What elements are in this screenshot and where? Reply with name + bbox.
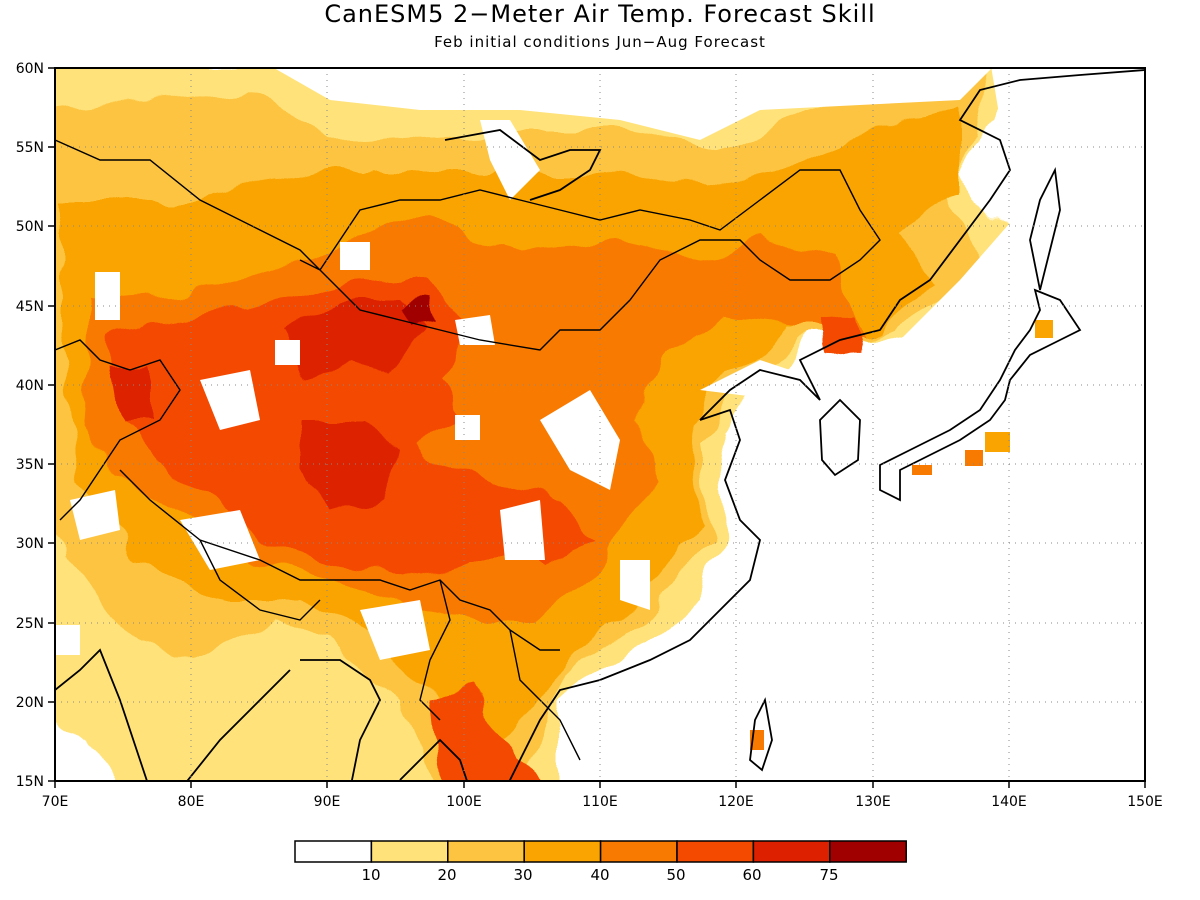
colorbar-swatch — [676, 840, 755, 863]
lat-tick-label: 30N — [16, 536, 44, 552]
lat-tick-label: 45N — [16, 299, 44, 315]
skill-cell-honshu — [985, 432, 1010, 452]
colorbar-label: 20 — [437, 866, 456, 884]
lon-tick-labels: 70E 80E 90E 100E 110E 120E 130E 140E 150… — [42, 794, 1163, 810]
country-borders — [55, 139, 881, 761]
colorbar-swatch — [447, 840, 525, 863]
lon-tick-label: 140E — [991, 794, 1027, 810]
colorbar-label: 60 — [742, 866, 761, 884]
lat-tick-label: 50N — [16, 219, 44, 235]
lon-tick-label: 80E — [178, 794, 205, 810]
skill-field — [55, 68, 1145, 781]
colorbar-label: 50 — [666, 866, 685, 884]
coastlines — [55, 69, 1145, 781]
lon-tick-label: 100E — [446, 794, 482, 810]
skill-band-60-75 — [110, 300, 430, 510]
lon-tick-label: 110E — [582, 794, 618, 810]
skill-cell-honshu-south — [965, 450, 983, 466]
lon-tick-label: 120E — [718, 794, 754, 810]
skill-band-ne-china — [820, 310, 860, 360]
skill-cell-hokkaido — [1035, 320, 1053, 338]
skill-cell-shikoku — [912, 465, 932, 475]
map-subtitle: Feb initial conditions Jun−Aug Forecast — [434, 33, 766, 51]
lon-tick-label: 150E — [1127, 794, 1163, 810]
colorbar-label: 30 — [513, 866, 532, 884]
lat-tick-label: 20N — [16, 695, 44, 711]
colorbar-swatch — [370, 840, 449, 863]
grid-lines — [55, 68, 1145, 781]
lon-tick-label: 70E — [42, 794, 69, 810]
lat-tick-label: 15N — [16, 774, 44, 790]
colorbar-label: 40 — [590, 866, 609, 884]
colorbar-swatch — [829, 840, 907, 863]
lat-tick-label: 60N — [16, 61, 44, 77]
lon-tick-label: 130E — [855, 794, 891, 810]
lon-tick-label: 90E — [314, 794, 341, 810]
colorbar-swatch — [523, 840, 602, 863]
lat-tick-labels: 15N 20N 25N 30N 35N 40N 45N 50N 55N 60N — [16, 61, 44, 790]
lat-tick-label: 35N — [16, 457, 44, 473]
lat-tick-label: 55N — [16, 140, 44, 156]
low-skill-patches — [55, 68, 1145, 781]
colorbar-swatch — [752, 840, 831, 863]
tick-marks — [48, 67, 1146, 788]
lat-tick-label: 25N — [16, 616, 44, 632]
colorbar-label: 75 — [819, 866, 838, 884]
lat-tick-label: 40N — [16, 378, 44, 394]
colorbar-swatch — [599, 840, 678, 863]
colorbar-label: 10 — [361, 866, 380, 884]
map-title: CanESM5 2−Meter Air Temp. Forecast Skill — [324, 0, 876, 28]
colorbar — [294, 840, 907, 863]
colorbar-labels: 10 20 30 40 50 60 75 — [361, 866, 838, 884]
colorbar-swatch — [294, 840, 373, 863]
